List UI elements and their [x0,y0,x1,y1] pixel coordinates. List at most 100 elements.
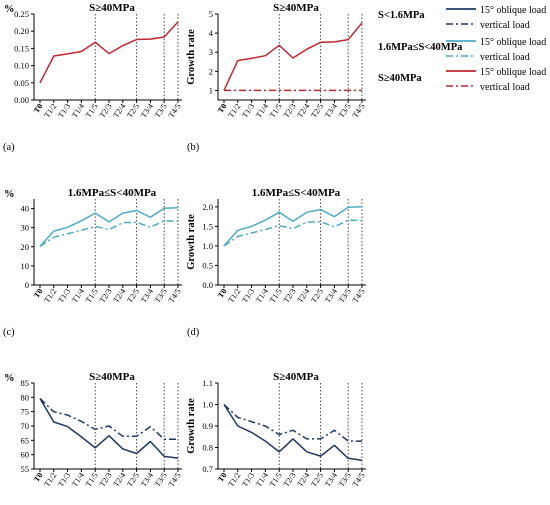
chart-panel: 0.70.80.91.01.1T0T1/2T1/3T1/4T1/5T2/3T2/… [186,371,367,489]
x-tick-label: T4/5 [167,287,183,305]
x-tick-label: T1/2 [226,287,242,305]
x-tick-label: T3/4 [139,102,155,120]
x-tick-label: T0 [32,102,45,115]
y-tick-label: 0.20 [14,26,29,36]
x-tick-label: T0 [216,102,229,115]
y-axis-label: % [4,373,15,384]
x-tick-label: T1/4 [70,471,86,489]
x-tick-label: T1/3 [240,287,256,305]
y-axis-label: Growth rate [186,29,197,85]
y-tick-label: 0.05 [14,78,29,88]
y-axis-label: Growth rate [186,398,197,454]
x-tick-label: T2/3 [282,471,298,489]
chart-panel: 010203040T0T1/2T1/3T1/4T1/5T2/3T2/4T2/5T… [3,187,183,338]
series-line [223,206,363,247]
y-tick-label: 80 [21,392,30,402]
x-tick-label: T2/3 [98,102,114,120]
chart-panel: 0.00.51.01.52.0T0T1/2T1/3T1/4T1/5T2/3T2/… [186,187,367,338]
y-tick-label: 4 [209,28,214,38]
panel-label: (d) [187,327,200,338]
x-tick-label: T3/5 [337,102,353,120]
y-tick-label: 0.0 [202,280,213,290]
series-line [39,397,178,440]
legend-entry-label: 15° oblique load [480,67,546,78]
x-tick-label: T2/4 [111,102,127,120]
x-tick-label: T1/5 [268,471,284,489]
x-tick-label: T1/4 [70,102,86,120]
y-tick-label: 1.0 [202,400,213,410]
y-tick-label: 2.0 [202,202,213,212]
y-tick-label: 0.8 [202,443,213,453]
y-tick-label: 60 [21,450,30,460]
x-tick-label: T3/4 [139,287,155,305]
series-line [39,21,179,84]
x-tick-label: T1/2 [42,102,58,120]
series-line [39,398,179,459]
y-tick-label: 10 [21,261,30,271]
x-tick-label: T1/5 [268,287,284,305]
y-tick-label: 0 [25,280,29,290]
y-tick-label: 3 [209,47,213,57]
legend-group-label: 1.6MPa≤S<40MPa [378,42,463,53]
x-tick-label: T4/5 [167,102,183,120]
x-tick-label: T3/4 [323,102,339,120]
chart-title: 1.6MPa≤S<40MPa [252,187,341,199]
chart-panel: 55 60 65 70 75 80 85 T0T1/2T1/3T1/4T1/5T2/3T2/4… [4,371,183,489]
y-tick-label: 0.9 [202,421,213,431]
x-tick-label: T1/3 [240,102,256,120]
x-tick-label: T0 [32,471,45,484]
x-tick-label: T3/5 [153,287,169,305]
x-tick-label: T2/3 [98,471,114,489]
legend-entry-label: vertical load [480,20,530,31]
x-tick-label: T3/5 [153,471,169,489]
panel-label: (a) [3,142,15,153]
y-axis-label: % [4,189,15,200]
x-tick-label: T2/5 [125,287,141,305]
y-tick-label: 40 [21,204,30,214]
x-tick-label: T2/5 [125,471,141,489]
y-tick-label: 0.00 [14,95,29,105]
x-tick-label: T1/5 [84,287,100,305]
x-tick-label: T1/3 [56,287,72,305]
y-tick-label: 1 [209,85,213,95]
x-tick-label: T2/4 [295,471,311,489]
x-tick-label: T2/4 [295,287,311,305]
y-tick-label: 1.0 [202,241,213,251]
x-tick-label: T1/5 [84,471,100,489]
y-tick-label: 55 [21,464,30,474]
chart-title: S≥40MPa [89,371,135,383]
y-tick-label: 65 [21,435,30,445]
y-tick-label: 70 [21,421,30,431]
x-tick-label: T3/5 [337,471,353,489]
chart-panel: 12345T0T1/2T1/3T1/4T1/5T2/3T2/4T2/5T3/4T… [186,2,367,153]
x-tick-label: T1/3 [240,471,256,489]
series-line [39,207,179,247]
legend-entry-label: 15° oblique load [480,37,546,48]
x-tick-label: T3/4 [323,471,339,489]
x-tick-label: T3/4 [323,287,339,305]
y-tick-label: 0.10 [14,61,29,71]
y-tick-label: 2 [209,66,213,76]
chart-title: S≥40MPa [273,2,319,14]
panel-label: (c) [3,327,15,338]
chart-panels: 0.000.050.100.150.200.25T0T1/2T1/3T1/4T1… [3,2,367,489]
chart-title: S≥40MPa [89,2,135,14]
x-tick-label: T2/4 [111,287,127,305]
chart-title: S≥40MPa [273,371,319,383]
y-axis-label: % [4,4,15,15]
x-tick-label: T3/5 [337,287,353,305]
y-tick-label: 0.15 [14,43,29,53]
y-axis-label: Growth rate [186,214,197,270]
x-tick-label: T4/5 [351,287,367,305]
x-tick-label: T1/4 [254,287,270,305]
y-tick-label: 20 [21,242,30,252]
x-tick-label: T2/4 [295,102,311,120]
x-tick-label: T0 [32,287,45,300]
x-tick-label: T2/3 [98,287,114,305]
x-tick-label: T2/5 [309,471,325,489]
x-tick-label: T2/4 [111,471,127,489]
series-line [223,219,363,247]
x-tick-label: T3/5 [153,102,169,120]
x-tick-label: T1/4 [254,102,270,120]
legend: S<1.6MPa 15° oblique load vertical load … [378,5,546,93]
